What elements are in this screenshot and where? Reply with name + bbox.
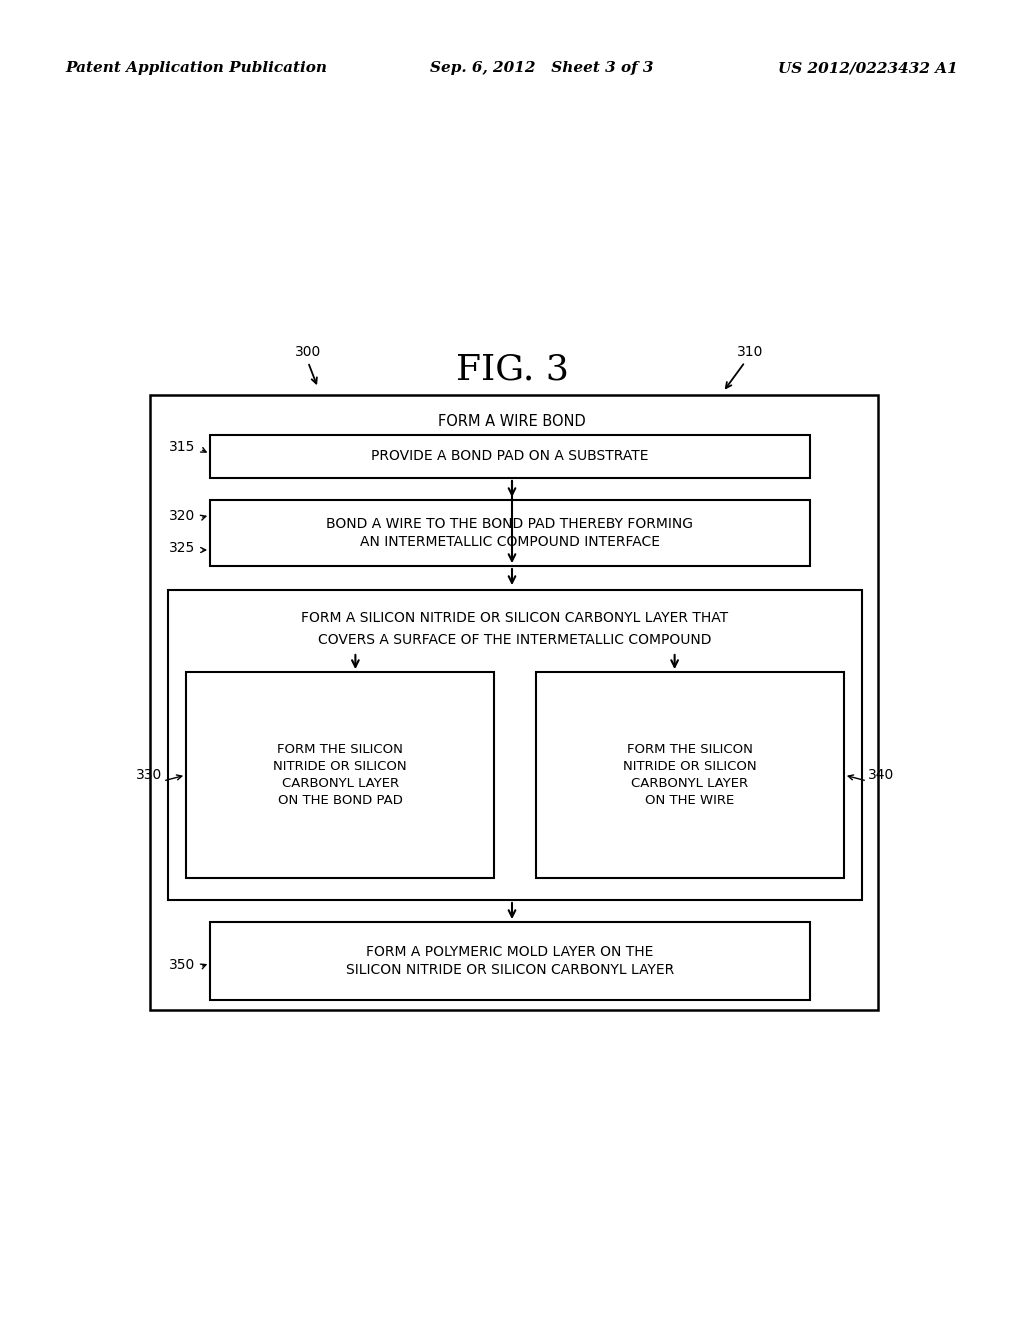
- Bar: [536, 672, 844, 878]
- Bar: [210, 921, 810, 1001]
- Bar: [168, 590, 862, 900]
- Text: FORM A POLYMERIC MOLD LAYER ON THE
SILICON NITRIDE OR SILICON CARBONYL LAYER: FORM A POLYMERIC MOLD LAYER ON THE SILIC…: [346, 945, 674, 977]
- Text: FORM A SILICON NITRIDE OR SILICON CARBONYL LAYER THAT: FORM A SILICON NITRIDE OR SILICON CARBON…: [301, 611, 728, 624]
- Bar: [210, 436, 810, 478]
- Text: 320: 320: [169, 510, 195, 523]
- Text: Sep. 6, 2012   Sheet 3 of 3: Sep. 6, 2012 Sheet 3 of 3: [430, 61, 653, 75]
- Text: 300: 300: [295, 345, 322, 359]
- Text: 310: 310: [737, 345, 763, 359]
- Text: 340: 340: [868, 768, 894, 781]
- Bar: [186, 672, 495, 878]
- Text: Patent Application Publication: Patent Application Publication: [65, 61, 327, 75]
- Text: FORM THE SILICON
NITRIDE OR SILICON
CARBONYL LAYER
ON THE WIRE: FORM THE SILICON NITRIDE OR SILICON CARB…: [623, 743, 757, 807]
- Text: FORM A WIRE BOND: FORM A WIRE BOND: [438, 414, 586, 429]
- Text: 330: 330: [136, 768, 162, 781]
- Text: FIG. 3: FIG. 3: [456, 352, 568, 387]
- Bar: [210, 500, 810, 566]
- Text: 325: 325: [169, 541, 195, 554]
- Text: 315: 315: [169, 440, 195, 454]
- Text: COVERS A SURFACE OF THE INTERMETALLIC COMPOUND: COVERS A SURFACE OF THE INTERMETALLIC CO…: [318, 634, 712, 647]
- Text: BOND A WIRE TO THE BOND PAD THEREBY FORMING
AN INTERMETALLIC COMPOUND INTERFACE: BOND A WIRE TO THE BOND PAD THEREBY FORM…: [327, 517, 693, 549]
- Text: PROVIDE A BOND PAD ON A SUBSTRATE: PROVIDE A BOND PAD ON A SUBSTRATE: [372, 450, 649, 463]
- Text: 350: 350: [169, 958, 195, 972]
- Text: US 2012/0223432 A1: US 2012/0223432 A1: [778, 61, 958, 75]
- Bar: [150, 395, 878, 1010]
- Text: FORM THE SILICON
NITRIDE OR SILICON
CARBONYL LAYER
ON THE BOND PAD: FORM THE SILICON NITRIDE OR SILICON CARB…: [273, 743, 407, 807]
